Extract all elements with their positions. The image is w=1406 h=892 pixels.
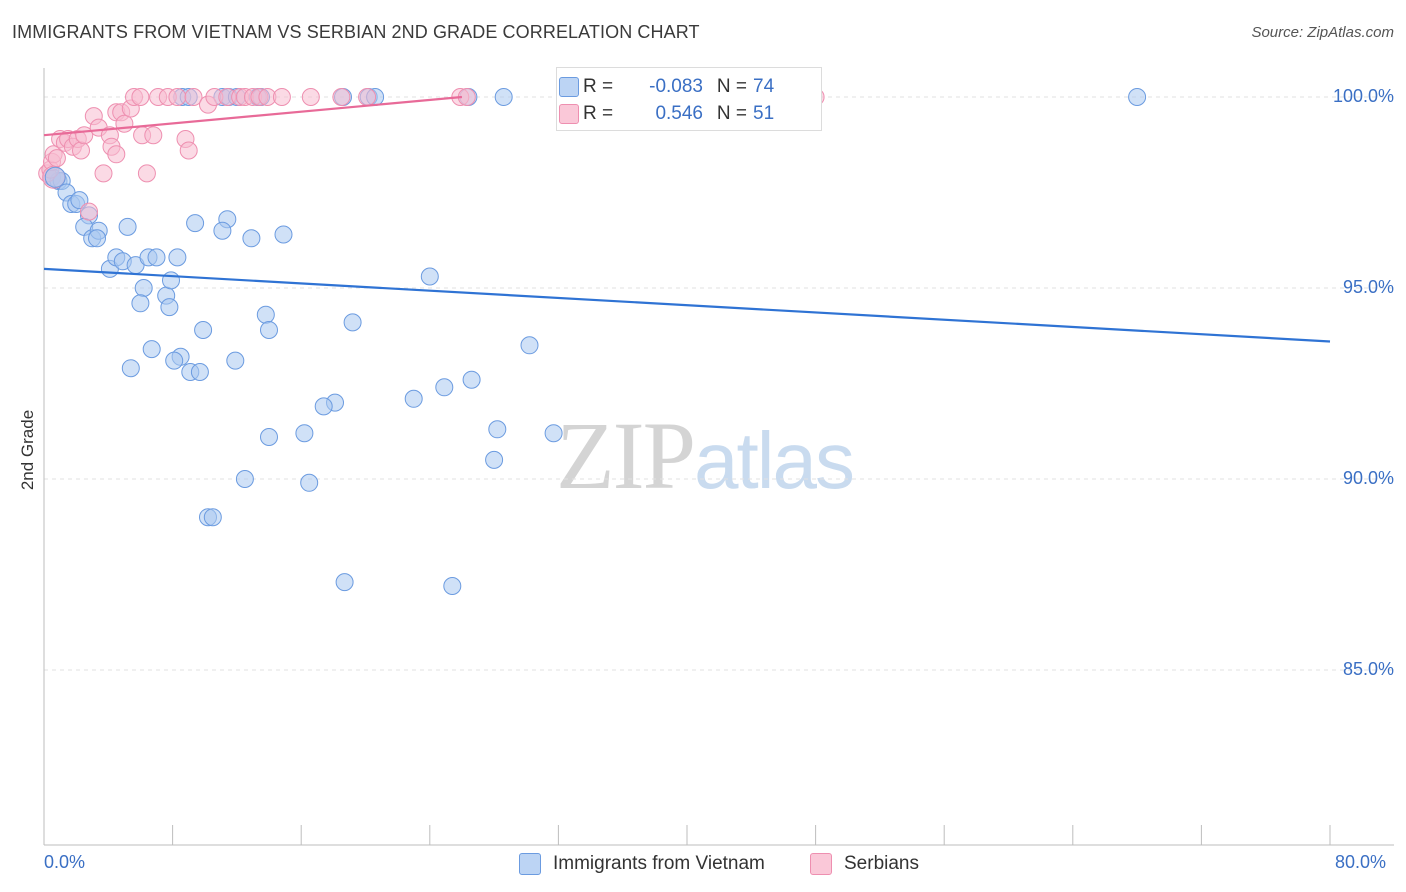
legend-label-serbians: Serbians: [844, 853, 919, 874]
point-vietnam-67: [494, 88, 513, 106]
point-serbians-43: [301, 88, 320, 106]
legend-swatch-serbians: [559, 104, 579, 124]
chart-source: Source: ZipAtlas.com: [1251, 24, 1394, 41]
watermark-zip: ZIP: [556, 402, 696, 509]
chart-title: IMMIGRANTS FROM VIETNAM VS SERBIAN 2ND G…: [12, 22, 700, 42]
point-vietnam-23: [147, 248, 166, 267]
point-serbians-18: [107, 145, 126, 164]
legend-r-value-serbians: 0.546: [655, 103, 703, 124]
point-vietnam-51: [260, 428, 278, 446]
point-vietnam-15: [213, 221, 232, 240]
point-serbians-44: [332, 88, 351, 106]
legend-row-vietnam: R = -0.083 N = 74: [559, 75, 793, 99]
point-vietnam-57: [335, 573, 354, 592]
point-serbians-21: [115, 114, 134, 133]
point-vietnam-53: [235, 470, 254, 488]
point-vietnam-34: [260, 321, 278, 339]
legend-n-label: N =: [716, 76, 747, 97]
point-vietnam-25: [134, 279, 153, 297]
series-legend: Immigrants from Vietnam Serbians: [0, 851, 1406, 877]
point-vietnam-6: [70, 191, 89, 210]
point-vietnam-39: [121, 359, 140, 378]
legend-swatch-serbians: [810, 853, 832, 875]
legend-n-value-serbians: 51: [753, 103, 775, 124]
x-tick-label-min: 0.0%: [44, 852, 86, 872]
watermark: ZIPatlas: [556, 400, 855, 511]
point-vietnam-35: [142, 340, 161, 359]
point-vietnam-12: [118, 217, 137, 236]
point-vietnam-32: [343, 313, 362, 332]
point-serbians-12: [80, 202, 98, 221]
point-vietnam-17: [274, 225, 293, 244]
point-vietnam-68: [1128, 88, 1147, 106]
point-serbians-24: [131, 88, 150, 106]
y-axis-title-wrap: 2nd Grade: [18, 400, 38, 500]
legend-item-vietnam[interactable]: Immigrants from Vietnam: [519, 851, 765, 877]
point-serbians-26: [137, 164, 156, 183]
y-tick-label-90: 90.0%: [1342, 468, 1394, 488]
point-vietnam-38: [226, 351, 245, 370]
watermark-atlas: atlas: [694, 416, 855, 505]
trend-line-vietnam: [43, 267, 1331, 343]
x-tick-label-max: 80.0%: [1335, 852, 1387, 872]
point-serbians-15: [94, 164, 113, 183]
point-vietnam-44: [435, 378, 454, 397]
legend-swatch-vietnam: [559, 77, 579, 97]
point-vietnam-47: [314, 397, 333, 416]
point-serbians-27: [144, 126, 163, 145]
point-serbians-33: [184, 88, 203, 106]
point-vietnam-16: [242, 229, 261, 248]
legend-r-value-vietnam: -0.083: [649, 76, 703, 97]
y-tick-label-95: 95.0%: [1342, 277, 1394, 297]
point-vietnam-33: [194, 321, 213, 339]
legend-n-value-vietnam: 74: [753, 76, 775, 97]
point-vietnam-28: [160, 298, 179, 317]
point-vietnam-31: [256, 305, 275, 324]
legend-label-vietnam: Immigrants from Vietnam: [553, 853, 765, 874]
legend-row-serbians: R = 0.546 N = 51: [559, 102, 793, 126]
y-tick-label-100: 100.0%: [1332, 86, 1394, 106]
point-vietnam-cluster: [44, 166, 66, 188]
point-vietnam-52: [485, 450, 504, 469]
legend-r-label: R =: [583, 103, 614, 124]
point-vietnam-11: [88, 229, 106, 248]
legend-item-serbians[interactable]: Serbians: [810, 851, 919, 877]
point-vietnam-37: [165, 351, 184, 370]
point-vietnam-27: [131, 294, 150, 313]
correlation-legend: R = -0.083 N = 74 R = 0.546 N = 51: [556, 67, 822, 131]
point-vietnam-13: [186, 214, 205, 233]
point-serbians-42: [272, 88, 291, 106]
point-vietnam-30: [420, 267, 439, 286]
point-serbians-30: [168, 88, 187, 106]
point-vietnam-45: [404, 389, 423, 408]
point-vietnam-48: [488, 420, 507, 439]
point-vietnam-49: [544, 424, 563, 443]
trend-line-serbians: [43, 95, 463, 137]
point-serbians-45: [358, 88, 377, 106]
point-vietnam-42: [520, 336, 539, 355]
point-serbians-32: [179, 141, 198, 160]
y-tick-label-85: 85.0%: [1342, 659, 1394, 679]
legend-n-label: N =: [716, 103, 747, 124]
legend-swatch-vietnam: [519, 853, 541, 875]
point-vietnam-50: [295, 424, 314, 443]
point-vietnam-54: [300, 473, 319, 492]
point-vietnam-41: [190, 363, 209, 381]
point-vietnam-43: [462, 370, 481, 389]
point-serbians-10: [72, 141, 90, 160]
point-serbians-4: [47, 149, 66, 168]
point-vietnam-58: [443, 577, 462, 595]
point-vietnam-24: [168, 248, 187, 267]
point-vietnam-56: [203, 508, 222, 527]
y-axis-title: 2nd Grade: [18, 409, 37, 491]
point-vietnam-29: [162, 271, 180, 290]
legend-r-label: R =: [583, 76, 614, 97]
